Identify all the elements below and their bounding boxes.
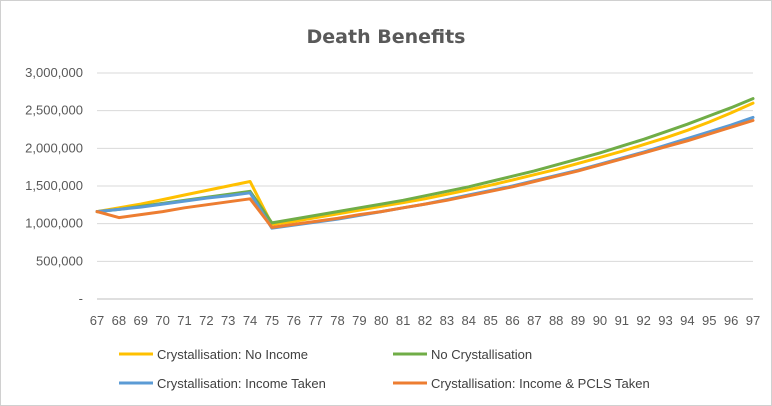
y-tick-label: 2,000,000 xyxy=(25,140,83,155)
x-tick-label: 86 xyxy=(505,313,519,328)
series-line-1 xyxy=(95,101,755,226)
y-tick-label: 500,000 xyxy=(36,253,83,268)
legend-label: No Crystallisation xyxy=(431,347,532,362)
series-line-4 xyxy=(95,119,755,229)
x-tick-label: 89 xyxy=(571,313,585,328)
x-tick-label: 70 xyxy=(155,313,169,328)
x-tick-label: 68 xyxy=(112,313,126,328)
legend: Crystallisation: No Income No Crystallisa… xyxy=(119,347,650,391)
x-tick-label: 72 xyxy=(199,313,213,328)
y-tick-label: - xyxy=(79,291,83,306)
x-tick-label: 77 xyxy=(308,313,322,328)
x-tick-label: 82 xyxy=(418,313,432,328)
x-tick-label: 81 xyxy=(396,313,410,328)
x-tick-label: 97 xyxy=(746,313,760,328)
x-tick-label: 67 xyxy=(90,313,104,328)
y-tick-label: 3,000,000 xyxy=(25,65,83,80)
chart-title: Death Benefits xyxy=(307,26,466,48)
x-tick-label: 93 xyxy=(658,313,672,328)
x-tick-label: 83 xyxy=(440,313,454,328)
x-tick-label: 76 xyxy=(287,313,301,328)
y-tick-label: 1,500,000 xyxy=(25,178,83,193)
x-tick-label: 73 xyxy=(221,313,235,328)
x-tick-label: 87 xyxy=(527,313,541,328)
x-tick-label: 79 xyxy=(352,313,366,328)
x-tick-label: 96 xyxy=(724,313,738,328)
gridlines xyxy=(97,72,753,262)
x-tick-label: 74 xyxy=(243,313,257,328)
legend-label: Crystallisation: Income & PCLS Taken xyxy=(431,376,650,391)
x-tick-label: 84 xyxy=(461,313,475,328)
legend-label: Crystallisation: Income Taken xyxy=(157,376,326,391)
x-tick-label: 88 xyxy=(549,313,563,328)
x-tick-label: 80 xyxy=(374,313,388,328)
x-tick-label: 71 xyxy=(177,313,191,328)
axes: - 500,000 1,000,000 1,500,000 2,000,000 2,500… xyxy=(25,65,760,328)
x-tick-label: 92 xyxy=(636,313,650,328)
x-tick-label: 69 xyxy=(133,313,147,328)
x-tick-label: 78 xyxy=(330,313,344,328)
x-tick-label: 94 xyxy=(680,313,694,328)
series-lines xyxy=(95,97,755,230)
x-tick-label: 95 xyxy=(702,313,716,328)
legend-label: Crystallisation: No Income xyxy=(157,347,308,362)
x-tick-label: 91 xyxy=(615,313,629,328)
x-tick-label: 75 xyxy=(265,313,279,328)
y-tick-label: 2,500,000 xyxy=(25,103,83,118)
y-tick-label: 1,000,000 xyxy=(25,216,83,231)
x-tick-label: 85 xyxy=(483,313,497,328)
x-tick-label: 90 xyxy=(593,313,607,328)
